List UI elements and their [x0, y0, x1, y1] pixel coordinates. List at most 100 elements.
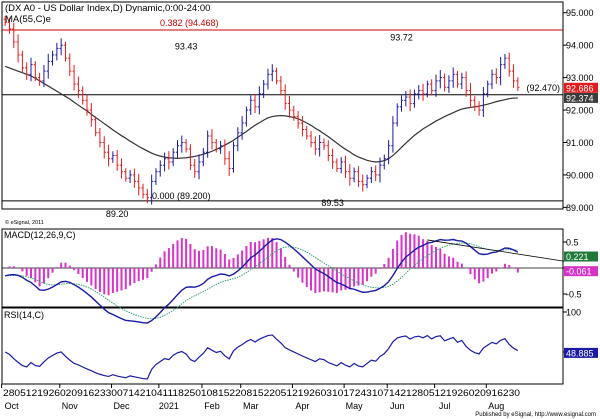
- price-bar: [356, 166, 361, 187]
- macd-legend: MACD(12,26,9,C): [4, 230, 76, 240]
- macd-tick-label: 0.5: [566, 238, 579, 248]
- price-bar: [451, 67, 455, 88]
- price-bar: [305, 126, 309, 140]
- price-bar: [124, 168, 128, 182]
- price-bar: [391, 116, 395, 153]
- price-bar: [421, 83, 425, 101]
- price-bar: [115, 149, 119, 171]
- price-tick-label: 92.000: [566, 106, 594, 116]
- price-bar: [141, 183, 145, 199]
- price-bar: [68, 53, 72, 76]
- price-bar: [16, 34, 20, 63]
- price-bar: [128, 170, 132, 184]
- price-bar: [3, 15, 7, 26]
- price-annotation: 89.20: [106, 209, 129, 219]
- svg-text:92.686: 92.686: [566, 83, 594, 93]
- price-bar: [326, 140, 330, 162]
- ma-line-group: [4, 65, 518, 163]
- price-bar: [309, 131, 313, 148]
- month-label: May: [346, 401, 364, 411]
- price-bar: [270, 64, 274, 82]
- month-label: Oct: [5, 401, 20, 411]
- price-bar: [76, 76, 80, 99]
- price-panel-frame: [1, 1, 564, 210]
- price-bar: [348, 164, 352, 186]
- price-bar: [382, 154, 386, 170]
- price-bar: [412, 89, 417, 108]
- rsi-layer: 1005048.885: [4, 308, 598, 380]
- price-bar: [300, 116, 305, 137]
- price-bar: [214, 138, 218, 153]
- published-text: Published by eSignal, http://www.esignal…: [475, 412, 596, 418]
- price-bar: [184, 138, 188, 153]
- price-annotations: 93.43 93.72 89.20 89.53: [106, 32, 413, 219]
- price-bar: [167, 151, 171, 170]
- price-bar: [231, 141, 236, 173]
- price-bar: [89, 103, 93, 127]
- price-bar: [434, 74, 438, 97]
- price-bar: [240, 116, 244, 140]
- price-bar: [443, 73, 447, 92]
- price-bar: [197, 154, 201, 180]
- rsi-value-label: 48.885: [564, 347, 598, 358]
- price-bar: [335, 158, 339, 172]
- price-bar: [330, 148, 335, 169]
- month-label: Jul: [439, 401, 451, 411]
- price-bar: [386, 140, 391, 165]
- price-bar: [499, 57, 503, 86]
- macd-layer: 0.5 -0.5 0.221 -0.061: [2, 232, 598, 324]
- month-label: Dec: [113, 401, 130, 411]
- price-bar: [507, 52, 511, 77]
- price-bar: [408, 89, 412, 112]
- price-bar: [279, 75, 283, 96]
- copyright-text: © eSignal, 2011: [5, 219, 44, 226]
- price-bar: [81, 86, 85, 105]
- price-bar: [430, 79, 434, 96]
- month-label: Jun: [390, 401, 405, 411]
- price-bar: [236, 127, 240, 152]
- price-bar: [106, 144, 111, 167]
- price-bar: [249, 95, 253, 115]
- price-axis: 95.000 94.000 93.000 92.000 91.000 90.000 89.0…: [563, 8, 594, 213]
- price-bar: [257, 86, 261, 115]
- price-tick-label: 90.000: [566, 170, 594, 180]
- price-bar: [7, 17, 12, 34]
- price-bar: [25, 62, 29, 80]
- price-annotation: 93.72: [390, 32, 413, 42]
- price-bar: [12, 22, 16, 49]
- price-bar: [425, 80, 429, 98]
- price-bar: [516, 77, 520, 91]
- price-bar: [365, 174, 369, 189]
- price-bar: [33, 61, 37, 82]
- svg-text:-0.061: -0.061: [566, 267, 592, 277]
- svg-text:48.885: 48.885: [566, 348, 594, 358]
- month-label: Feb: [204, 401, 220, 411]
- price-bar: [119, 158, 124, 179]
- chart-title: (DX A0 - US Dollar Index,D) Dynamic,0:00…: [5, 3, 210, 14]
- price-value-label: 92.374: [564, 92, 598, 103]
- price-value-label: 92.686: [564, 82, 598, 93]
- month-label: Nov: [62, 401, 79, 411]
- price-bar: [50, 50, 55, 66]
- price-bar: [283, 84, 287, 110]
- price-bar: [322, 138, 326, 150]
- price-bar: [378, 157, 382, 183]
- price-bars: [3, 15, 520, 205]
- month-label: 2021: [159, 401, 179, 411]
- price-bar: [395, 103, 399, 127]
- ma-legend: MA(55,C)e: [5, 14, 51, 25]
- price-bar: [137, 173, 141, 196]
- svg-text:0.221: 0.221: [566, 252, 589, 262]
- rsi-panel-frame: [1, 307, 564, 385]
- price-annotation: 89.53: [321, 198, 344, 208]
- price-bar: [447, 75, 451, 93]
- price-bar: [374, 165, 378, 182]
- price-bar: [162, 152, 167, 172]
- month-label: Aug: [488, 401, 504, 411]
- price-bar: [150, 174, 154, 205]
- price-bar: [511, 64, 516, 88]
- price-bar: [98, 127, 102, 148]
- price-bar: [29, 57, 33, 82]
- price-bar: [55, 42, 59, 61]
